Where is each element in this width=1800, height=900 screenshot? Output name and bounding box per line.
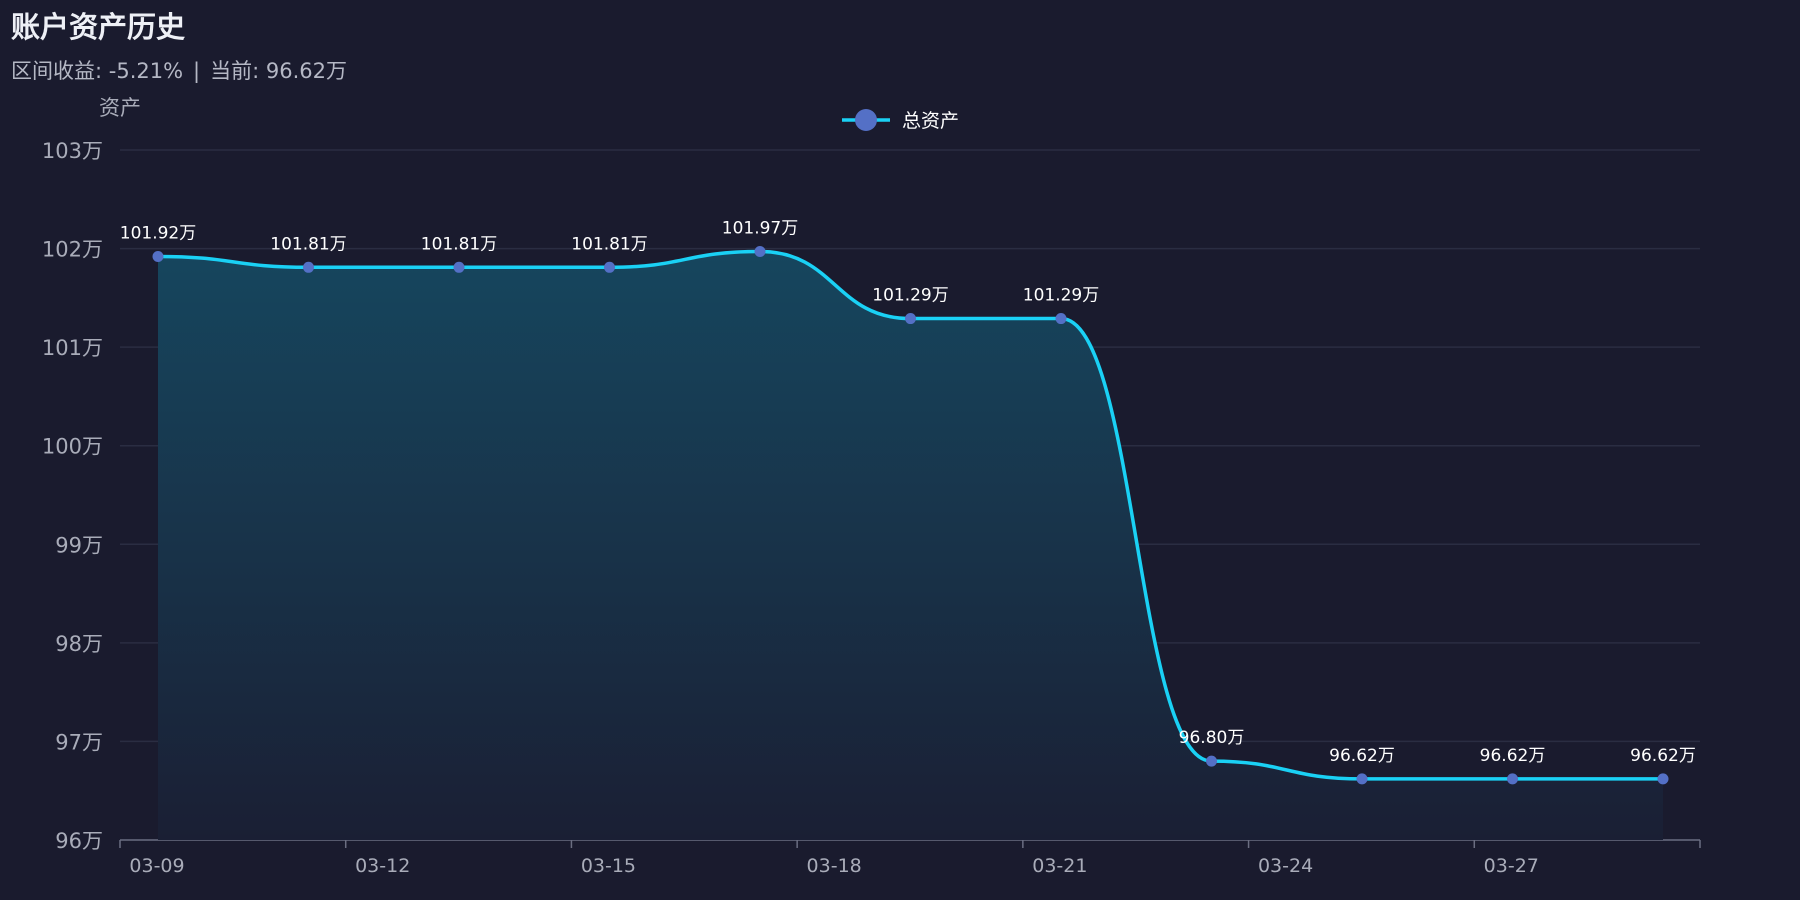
- data-point[interactable]: [1657, 773, 1669, 785]
- data-label: 96.62万: [1329, 746, 1395, 766]
- summary-separator: |: [193, 59, 201, 83]
- y-tick-label: 97万: [55, 730, 103, 754]
- data-point[interactable]: [1507, 773, 1518, 785]
- period-return: 区间收益: -5.21%: [11, 59, 184, 83]
- data-point[interactable]: [1206, 755, 1217, 767]
- x-tick-label: 03-09: [129, 855, 184, 877]
- data-point[interactable]: [303, 261, 314, 273]
- data-point[interactable]: [905, 313, 916, 325]
- x-tick-label: 03-15: [581, 855, 636, 877]
- data-label: 101.29万: [1023, 286, 1099, 306]
- data-label: 101.81万: [571, 234, 647, 254]
- y-tick-label: 98万: [55, 632, 103, 656]
- data-point[interactable]: [152, 250, 164, 262]
- series-area: [158, 251, 1663, 840]
- data-label: 96.62万: [1630, 746, 1696, 766]
- x-tick-label: 03-24: [1258, 855, 1313, 877]
- x-tick-label: 03-12: [355, 855, 410, 877]
- y-tick-label: 103万: [42, 139, 103, 163]
- x-tick-label: 03-18: [807, 855, 862, 877]
- legend[interactable]: 总资产: [842, 109, 959, 132]
- data-point[interactable]: [754, 246, 766, 258]
- legend-label: 总资产: [902, 110, 959, 132]
- data-point[interactable]: [453, 261, 465, 273]
- y-tick-label: 100万: [42, 435, 103, 459]
- y-axis-name: 资产: [99, 96, 141, 120]
- x-tick-label: 03-21: [1032, 855, 1087, 877]
- data-label: 101.92万: [120, 223, 196, 243]
- current-value: 当前: 96.62万: [210, 59, 347, 83]
- data-label: 101.81万: [270, 234, 346, 254]
- page-title: 账户资产历史: [11, 10, 186, 44]
- legend-marker: [855, 109, 877, 131]
- y-tick-label: 96万: [55, 829, 103, 853]
- data-label: 101.29万: [872, 286, 948, 306]
- x-tick-label: 03-27: [1484, 855, 1539, 877]
- summary-line: 区间收益: -5.21% | 当前: 96.62万: [11, 55, 347, 85]
- series-line: [157, 249, 1663, 781]
- data-label: 101.81万: [421, 234, 497, 254]
- data-point[interactable]: [604, 261, 615, 273]
- data-point[interactable]: [1356, 773, 1368, 785]
- data-label: 101.97万: [722, 219, 798, 239]
- y-tick-label: 101万: [42, 336, 103, 360]
- y-tick-label: 99万: [55, 533, 103, 557]
- data-label: 96.80万: [1179, 728, 1245, 748]
- data-point[interactable]: [1055, 313, 1067, 325]
- data-label: 96.62万: [1480, 746, 1546, 766]
- y-tick-label: 102万: [42, 238, 103, 262]
